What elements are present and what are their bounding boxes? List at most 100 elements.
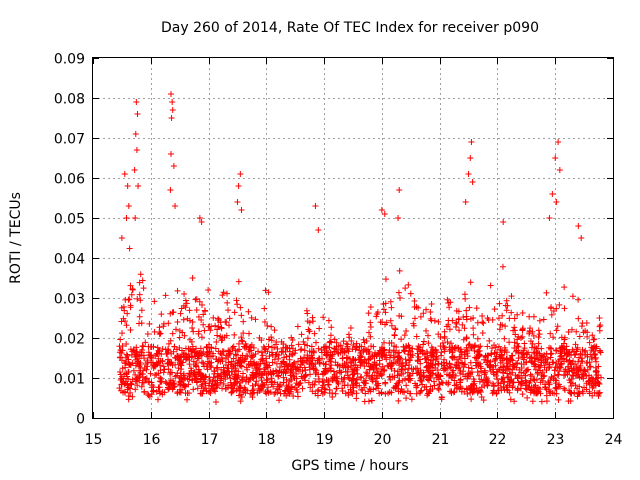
data-point <box>160 369 167 376</box>
data-point <box>181 332 188 339</box>
data-point <box>440 367 447 374</box>
data-point <box>446 361 453 368</box>
data-point <box>208 323 215 330</box>
data-point <box>326 386 333 393</box>
data-point <box>483 375 490 382</box>
data-point <box>165 356 172 363</box>
data-point <box>546 215 553 221</box>
data-point <box>574 366 581 373</box>
data-point <box>435 360 442 367</box>
data-point <box>592 382 599 389</box>
data-point <box>169 99 176 105</box>
data-point <box>231 331 238 338</box>
data-point <box>299 385 306 392</box>
data-point <box>199 302 206 308</box>
data-point <box>415 353 422 360</box>
data-point <box>224 382 231 389</box>
data-point <box>548 311 555 318</box>
data-point <box>168 91 174 97</box>
data-point <box>387 376 394 383</box>
data-point <box>341 360 348 367</box>
data-point <box>334 379 341 386</box>
data-point <box>170 381 177 388</box>
data-point <box>235 356 242 363</box>
data-point <box>494 349 501 356</box>
data-point <box>470 331 477 338</box>
data-point <box>508 293 515 300</box>
data-point <box>138 307 145 314</box>
data-point <box>237 385 244 392</box>
data-point <box>201 307 208 314</box>
data-point <box>558 344 565 351</box>
data-point <box>481 369 488 376</box>
data-point <box>506 315 513 322</box>
data-point <box>170 163 177 169</box>
data-point <box>445 321 452 328</box>
data-point <box>250 352 257 359</box>
data-point <box>448 354 455 361</box>
data-point <box>329 377 336 384</box>
data-point <box>503 349 510 356</box>
data-point <box>238 334 245 341</box>
data-point <box>511 315 518 322</box>
data-point <box>174 318 181 325</box>
data-point <box>465 364 472 371</box>
data-point <box>235 278 242 285</box>
data-point <box>406 361 413 368</box>
data-point <box>590 336 597 343</box>
data-point <box>404 369 411 376</box>
data-point <box>189 275 196 282</box>
data-point <box>543 398 550 405</box>
data-point <box>309 314 316 321</box>
data-point <box>546 344 553 351</box>
data-point <box>371 369 378 376</box>
data-point <box>156 324 163 331</box>
data-point <box>302 372 309 379</box>
data-point <box>433 354 440 361</box>
data-point <box>574 385 581 392</box>
data-point <box>424 390 431 397</box>
data-point <box>358 353 365 360</box>
data-point <box>485 379 492 386</box>
data-point <box>183 355 190 362</box>
data-point <box>248 314 255 321</box>
data-point <box>137 271 144 278</box>
data-point <box>367 303 374 310</box>
data-point <box>203 388 210 395</box>
data-point <box>396 267 403 274</box>
data-point <box>195 313 202 320</box>
data-point <box>214 364 221 371</box>
data-point <box>287 367 294 374</box>
data-point <box>526 379 533 386</box>
data-point <box>392 359 399 366</box>
data-point <box>500 378 507 385</box>
data-point <box>589 332 596 339</box>
data-point <box>396 187 403 193</box>
data-point <box>240 330 247 337</box>
data-point <box>474 319 481 326</box>
data-point <box>442 366 449 373</box>
data-point <box>455 384 462 391</box>
data-point <box>140 285 147 292</box>
data-point <box>590 348 597 355</box>
data-point <box>215 356 222 363</box>
data-point <box>127 326 134 333</box>
data-point <box>397 295 404 302</box>
data-point <box>182 356 189 363</box>
data-point <box>401 348 408 355</box>
data-point <box>125 203 132 209</box>
data-point <box>207 390 214 397</box>
data-point <box>453 320 460 327</box>
data-point <box>429 362 436 369</box>
data-point <box>538 398 545 405</box>
data-point <box>137 297 144 304</box>
data-point <box>588 374 595 381</box>
data-point <box>470 376 477 383</box>
data-point <box>382 379 389 386</box>
data-point <box>230 355 237 362</box>
data-point <box>557 353 564 360</box>
data-point <box>213 338 220 345</box>
data-point <box>256 334 263 341</box>
data-point <box>136 279 143 286</box>
data-point <box>467 315 474 322</box>
